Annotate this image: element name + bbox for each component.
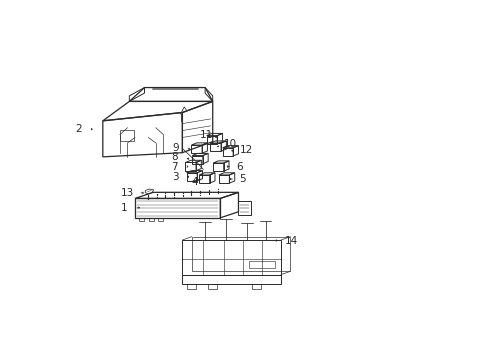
Text: 14: 14: [284, 235, 297, 246]
Text: 10: 10: [224, 139, 237, 149]
Text: 8: 8: [171, 152, 178, 162]
Text: 4: 4: [191, 177, 198, 187]
Text: 13: 13: [121, 188, 134, 198]
Text: 11: 11: [199, 130, 212, 140]
Text: 3: 3: [172, 172, 178, 182]
Text: 6: 6: [236, 162, 243, 172]
Text: 5: 5: [239, 174, 245, 184]
Text: 12: 12: [240, 145, 253, 155]
Bar: [120, 130, 134, 141]
Text: 1: 1: [121, 203, 127, 213]
Text: 2: 2: [75, 124, 82, 134]
Text: 9: 9: [172, 143, 178, 153]
Text: 7: 7: [171, 162, 178, 172]
